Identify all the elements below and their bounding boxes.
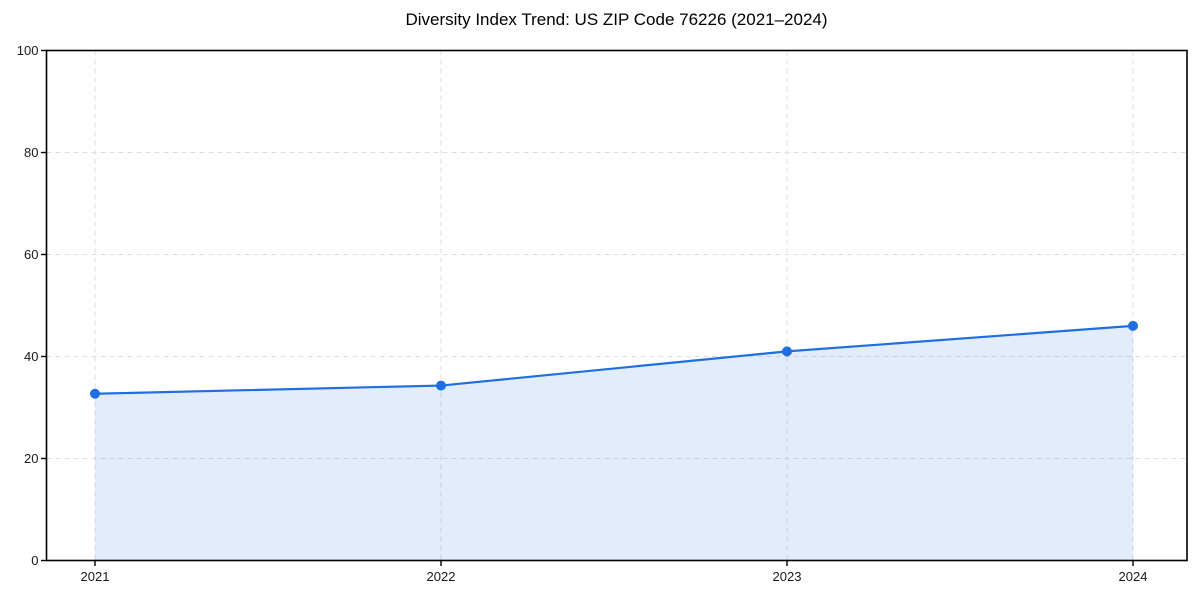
- data-point-marker: [436, 380, 446, 391]
- area-fill: [95, 325, 1133, 561]
- data-point-marker: [90, 388, 100, 399]
- x-tick-label: 2024: [1119, 569, 1148, 584]
- y-tick-label: 60: [24, 247, 38, 262]
- x-tick-label: 2022: [427, 569, 456, 584]
- x-tick-label: 2021: [81, 569, 110, 584]
- data-point-marker: [1128, 320, 1138, 331]
- y-tick-label: 40: [24, 349, 38, 364]
- x-tick-label: 2023: [773, 569, 802, 584]
- y-tick-label: 0: [31, 553, 38, 568]
- y-tick-label: 80: [24, 145, 38, 160]
- y-tick-label: 20: [24, 451, 38, 466]
- y-tick-label: 100: [17, 43, 39, 58]
- axes-box: [45, 49, 1188, 562]
- chart-title: Diversity Index Trend: US ZIP Code 76226…: [405, 10, 828, 29]
- series-line: [93, 324, 1135, 395]
- data-point-marker: [782, 346, 792, 357]
